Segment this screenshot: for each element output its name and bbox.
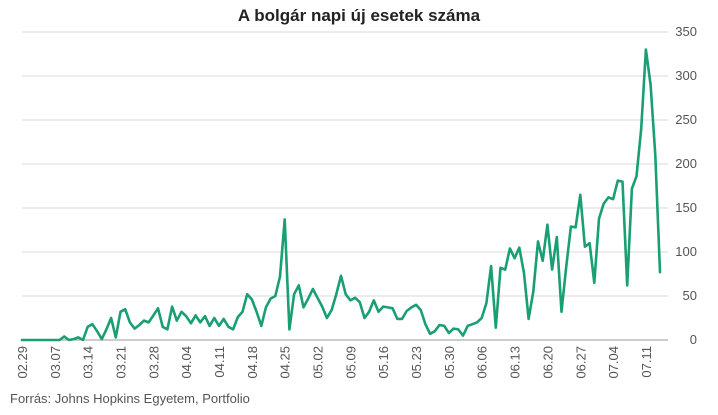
- y-tick-label: 150: [675, 200, 697, 215]
- x-tick-label: 04.11: [212, 346, 227, 378]
- x-tick-label: 06.27: [573, 346, 588, 379]
- x-tick-label: 07.04: [606, 346, 621, 379]
- x-tick-label: 06.20: [540, 346, 555, 379]
- y-tick-label: 200: [675, 156, 697, 171]
- y-tick-label: 0: [690, 332, 697, 347]
- x-tick-label: 04.25: [278, 346, 293, 379]
- y-tick-label: 250: [675, 112, 697, 127]
- x-axis-ticks: 02.29 03.07 03.14 03.21 03.28 04.04 04.11 04.18…: [15, 346, 654, 379]
- x-tick-label: 03.07: [48, 346, 63, 379]
- x-tick-label: 06.13: [508, 346, 523, 379]
- x-tick-label: 05.02: [311, 346, 326, 379]
- x-tick-label: 03.21: [114, 346, 129, 379]
- gridlines: [22, 31, 668, 341]
- x-tick-label: 05.09: [343, 346, 358, 379]
- x-tick-label: 05.30: [442, 346, 457, 379]
- series-line: [20, 48, 662, 342]
- x-tick-label: 05.16: [376, 346, 391, 379]
- x-tick-label: 04.18: [245, 346, 260, 379]
- source-note: Forrás: Johns Hopkins Egyetem, Portfolio: [10, 391, 250, 406]
- x-tick-label: 05.23: [409, 346, 424, 379]
- y-tick-label: 350: [675, 24, 697, 39]
- x-tick-label: 02.29: [15, 346, 30, 379]
- x-tick-label: 07.11: [639, 346, 654, 378]
- y-tick-label: 50: [683, 288, 697, 303]
- chart-title: A bolgár napi új esetek száma: [237, 6, 481, 25]
- y-tick-label: 100: [675, 244, 697, 259]
- y-axis-ticks: 0 50 100 150 200 250 300 350: [675, 24, 697, 347]
- y-tick-label: 300: [675, 68, 697, 83]
- x-tick-label: 06.06: [475, 346, 490, 379]
- x-tick-label: 03.28: [146, 346, 161, 379]
- x-tick-label: 04.04: [179, 346, 194, 379]
- series-layer: [20, 48, 662, 342]
- x-tick-label: 03.14: [81, 346, 96, 379]
